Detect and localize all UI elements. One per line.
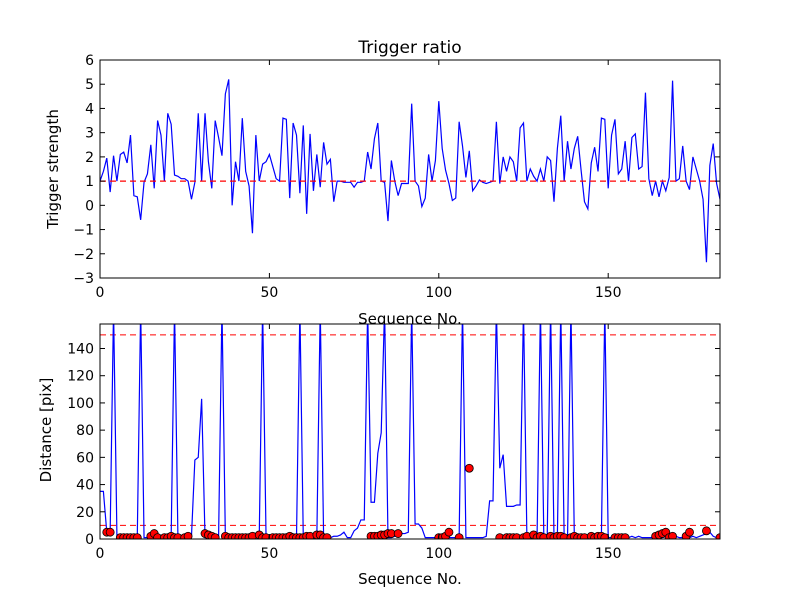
bottom-y-axis-label: Distance [pix] <box>37 378 55 483</box>
top-y-tick-label: 4 <box>85 101 94 117</box>
top-y-tick-label: 3 <box>85 126 94 142</box>
bottom-y-tick-label: 20 <box>76 505 94 521</box>
distance-panel: Sequence No. Distance [pix] 0 50 100 150 0 20… <box>37 323 721 588</box>
chart-title: Trigger ratio <box>357 38 461 58</box>
top-y-tick-label: −1 <box>73 223 94 239</box>
bottom-plot-area <box>100 324 720 539</box>
bottom-y-tick-label: 80 <box>76 423 94 439</box>
bottom-x-tick-label: 0 <box>96 546 105 562</box>
bottom-axes-frame <box>99 323 721 540</box>
top-y-tick-label: 0 <box>85 198 94 214</box>
bottom-y-tick-label: 100 <box>67 396 94 412</box>
top-y-tick-label: 5 <box>85 77 94 93</box>
bottom-y-tick-label: 0 <box>85 532 94 548</box>
bottom-marker-point <box>393 529 403 538</box>
bottom-marker-point <box>322 533 332 539</box>
bottom-x-tick-label: 150 <box>595 546 622 562</box>
bottom-marker-point <box>685 527 694 537</box>
bottom-marker-point <box>105 527 115 537</box>
bottom-marker-point <box>668 531 677 539</box>
bottom-y-tick-label: 140 <box>67 341 94 357</box>
bottom-marker-point <box>702 526 711 536</box>
top-y-axis-label: Trigger strength <box>44 109 62 230</box>
top-x-tick-label: 150 <box>595 285 622 301</box>
bottom-marker-point <box>464 463 474 473</box>
bottom-marker-point <box>454 533 464 539</box>
top-y-tick-label: −3 <box>73 271 94 287</box>
bottom-x-tick-label: 100 <box>425 546 452 562</box>
top-y-tick-label: 6 <box>85 53 94 69</box>
bottom-y-tick-label: 60 <box>76 450 94 466</box>
bottom-marker-point <box>183 531 193 539</box>
bottom-x-tick-label: 50 <box>260 546 278 562</box>
top-y-tick-label: −2 <box>73 247 94 263</box>
bottom-marker-point <box>132 533 142 539</box>
top-y-tick-label: 1 <box>85 174 94 190</box>
bottom-marker-point <box>715 533 720 539</box>
bottom-marker-point <box>620 533 630 539</box>
top-y-tick-label: 2 <box>85 150 94 166</box>
top-series-line <box>100 79 720 263</box>
top-axes-frame <box>99 59 721 279</box>
bottom-marker-point <box>600 533 610 539</box>
trigger-ratio-panel: Trigger ratio Sequence No. Trigger stren… <box>44 38 721 328</box>
bottom-y-tick-label: 40 <box>76 478 94 494</box>
top-x-tick-label: 0 <box>96 285 105 301</box>
bottom-y-tick-label: 120 <box>67 369 94 385</box>
top-plot-area <box>100 79 720 263</box>
bottom-marker-point <box>210 533 220 539</box>
bottom-x-axis-label: Sequence No. <box>358 570 462 588</box>
top-x-axis-label: Sequence No. <box>358 310 462 328</box>
top-x-tick-label: 50 <box>260 285 278 301</box>
top-x-tick-label: 100 <box>425 285 452 301</box>
bottom-marker-point <box>444 527 454 537</box>
